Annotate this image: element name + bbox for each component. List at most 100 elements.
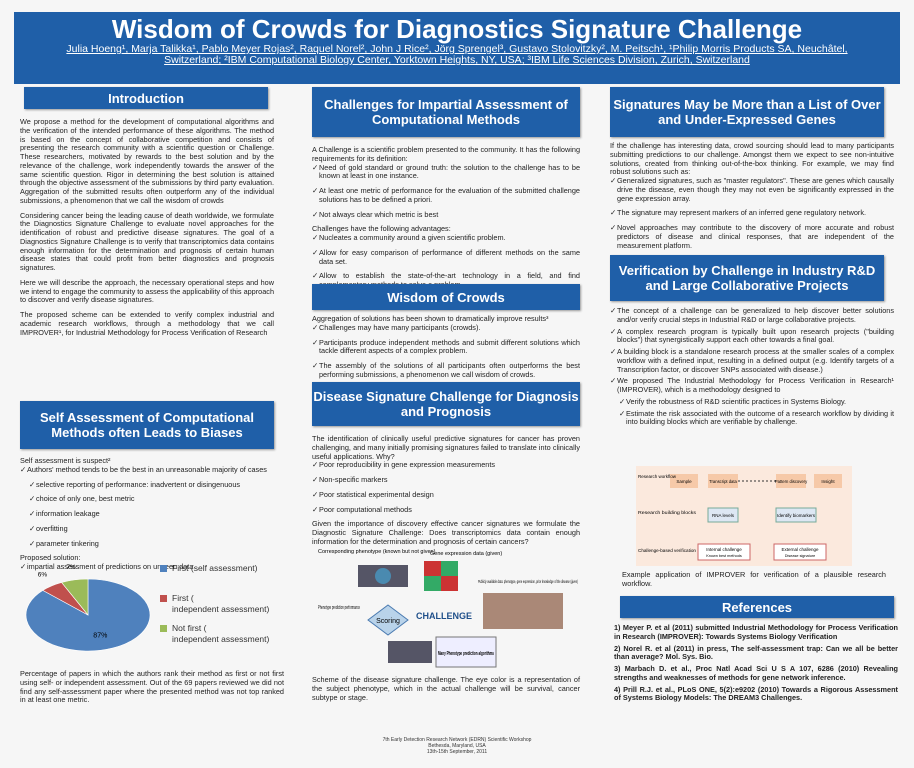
challenges-text: A Challenge is a scientific problem pres… [312, 145, 580, 296]
list-item: Poor reproducibility in gene expression … [312, 460, 580, 470]
box [776, 474, 806, 488]
label: Corresponding phenotype (known but not g… [318, 549, 436, 555]
paragraph: Here we will describe the approach, the … [20, 277, 274, 305]
heatmap [424, 561, 441, 576]
label: Publicly available data: phenotype, gene… [478, 579, 578, 585]
reference: 4) Prill R.J. et al., PLoS ONE, 5(2):e92… [614, 684, 898, 703]
label: Research workflow [638, 474, 677, 479]
label: Phenotype prediction performance [318, 605, 360, 611]
legend-swatch [160, 595, 167, 602]
eye-image [388, 641, 432, 663]
legend-label: First (independent assessment) [172, 593, 270, 614]
text: The identification of clinically useful … [312, 434, 580, 461]
section-heading: Wisdom of Crowds [312, 284, 580, 310]
section-heading: Signatures May be More than a List of Ov… [610, 87, 884, 137]
text: A Challenge is a scientific problem pres… [312, 145, 580, 163]
text: Given the importance of discovery effect… [312, 519, 580, 546]
eye-image [375, 568, 391, 584]
list-item: Challenges may have many participants (c… [312, 323, 580, 333]
list-item: Not always clear which metric is best [312, 210, 580, 220]
label: CHALLENGE [416, 611, 472, 621]
authors: Julia Hoeng¹, Marja Talikka¹, Pablo Meye… [66, 43, 848, 67]
list-item: Need of gold standard or ground truth: t… [312, 163, 580, 182]
legend-swatch [160, 565, 167, 572]
scoring-diamond [367, 604, 409, 636]
box [775, 507, 817, 523]
list-item: choice of only one, best metric [20, 494, 274, 504]
footer-line: 13th-15th September, 2011 [426, 749, 488, 755]
label: RNA levels [712, 513, 735, 518]
legend-label: First (self assessment) [172, 563, 258, 573]
list-item: Novel approaches may contribute to the d… [610, 223, 894, 250]
label: Transcript data [709, 479, 737, 484]
caption: Example application of IMPROVER for veri… [622, 570, 886, 588]
improver-diagram: Research workflow Sample Transcript data… [636, 466, 852, 566]
list-item: At least one metric of performance for t… [312, 186, 580, 205]
footer: 7th Early Detection Research Network (ED… [357, 737, 557, 755]
list-item: Poor computational methods [312, 505, 580, 515]
label: Identify biomarkers [777, 513, 816, 518]
caption: Percentage of papers in which the author… [20, 669, 284, 705]
section-heading: Self Assessment of Computational Methods… [20, 401, 274, 449]
label: Scoring [376, 618, 400, 625]
section-heading: Disease Signature Challenge for Diagnosi… [312, 382, 580, 426]
intro-text: We propose a method for the development … [20, 117, 274, 343]
pie-chart: 87% First (self assessment) 6% First (indep… [25, 563, 270, 652]
title: Wisdom of Crowds for Diagnostics Signatu… [111, 14, 803, 44]
label: Sample [676, 479, 692, 484]
box [670, 474, 698, 488]
signatures-text: If the challenge has interesting data, c… [610, 141, 894, 256]
list-item: The assembly of the solutions of all par… [312, 361, 580, 380]
list-item: A building block is a standalone researc… [610, 347, 894, 374]
list-item: selective reporting of performance: inad… [20, 480, 274, 490]
text: Proposed solution: [20, 553, 81, 563]
legend-label: Not first (independent assessment) [172, 623, 270, 644]
footer-line: Bethesda, Maryland, USA [428, 743, 486, 749]
verification-text: The concept of a challenge can be genera… [610, 306, 894, 430]
list-item: Participants produce independent methods… [312, 338, 580, 357]
section-heading: Verification by Challenge in Industry R&… [610, 255, 884, 301]
section-heading: References [620, 596, 894, 618]
list-item: impartial assessment of predictions on u… [20, 562, 274, 572]
text: If the challenge has interesting data, c… [610, 141, 894, 177]
list-item: Generalized signatures, such as "master … [610, 176, 894, 203]
box [814, 474, 842, 488]
list-item: Verify the robustness of R&D scientific … [610, 397, 894, 407]
label: Internal challenge [706, 547, 742, 552]
label: Known best methods [706, 554, 742, 558]
wisdom-text: Aggregation of solutions has been shown … [312, 314, 580, 386]
box [697, 543, 751, 561]
header: Wisdom of Crowds for Diagnostics Signatu… [14, 12, 900, 84]
list-item: Authors' method tends to be the best in … [20, 465, 274, 475]
list-item: The concept of a challenge can be genera… [610, 306, 894, 325]
self-text: Self assessment is suspect² Authors' met… [20, 456, 274, 578]
list-item: parameter tinkering [20, 539, 274, 549]
caption: Scheme of the disease signature challeng… [312, 675, 580, 702]
list-item: Estimate the risk associated with the ou… [610, 409, 894, 428]
list-item: information leakage [20, 509, 274, 519]
label: Many Phenotype prediction algorithms [438, 651, 494, 657]
pie-slice [61, 578, 89, 616]
section-heading: Challenges for Impartial Assessment of C… [312, 87, 580, 137]
heatmap [441, 576, 458, 591]
value-label: 7% [66, 564, 76, 571]
list-item: Nucleates a community around a given sci… [312, 233, 580, 243]
list-item: Allow for easy comparison of performance… [312, 248, 580, 267]
label: Insight [821, 479, 835, 484]
algorithms-box [435, 636, 497, 668]
data-grid [483, 593, 563, 629]
paragraph: We propose a method for the development … [20, 117, 274, 205]
label: Disease signature [785, 554, 815, 558]
value-label: 87% [93, 633, 107, 640]
reference: 2) Norel R. et al (2011) in press, The s… [614, 643, 898, 662]
list-item: Poor statistical experimental design [312, 490, 580, 500]
value-label: 6% [38, 572, 48, 579]
box [708, 474, 738, 488]
text: Challenges have the following advantages… [312, 224, 451, 234]
challenge-scheme: Corresponding phenotype (known but not g… [318, 549, 578, 668]
list-item: A complex research program is typically … [610, 327, 894, 346]
text: Self assessment is suspect² [20, 456, 111, 465]
label: Challenge-based verification [638, 548, 696, 553]
footer-line: 7th Early Detection Research Network (ED… [382, 737, 532, 743]
